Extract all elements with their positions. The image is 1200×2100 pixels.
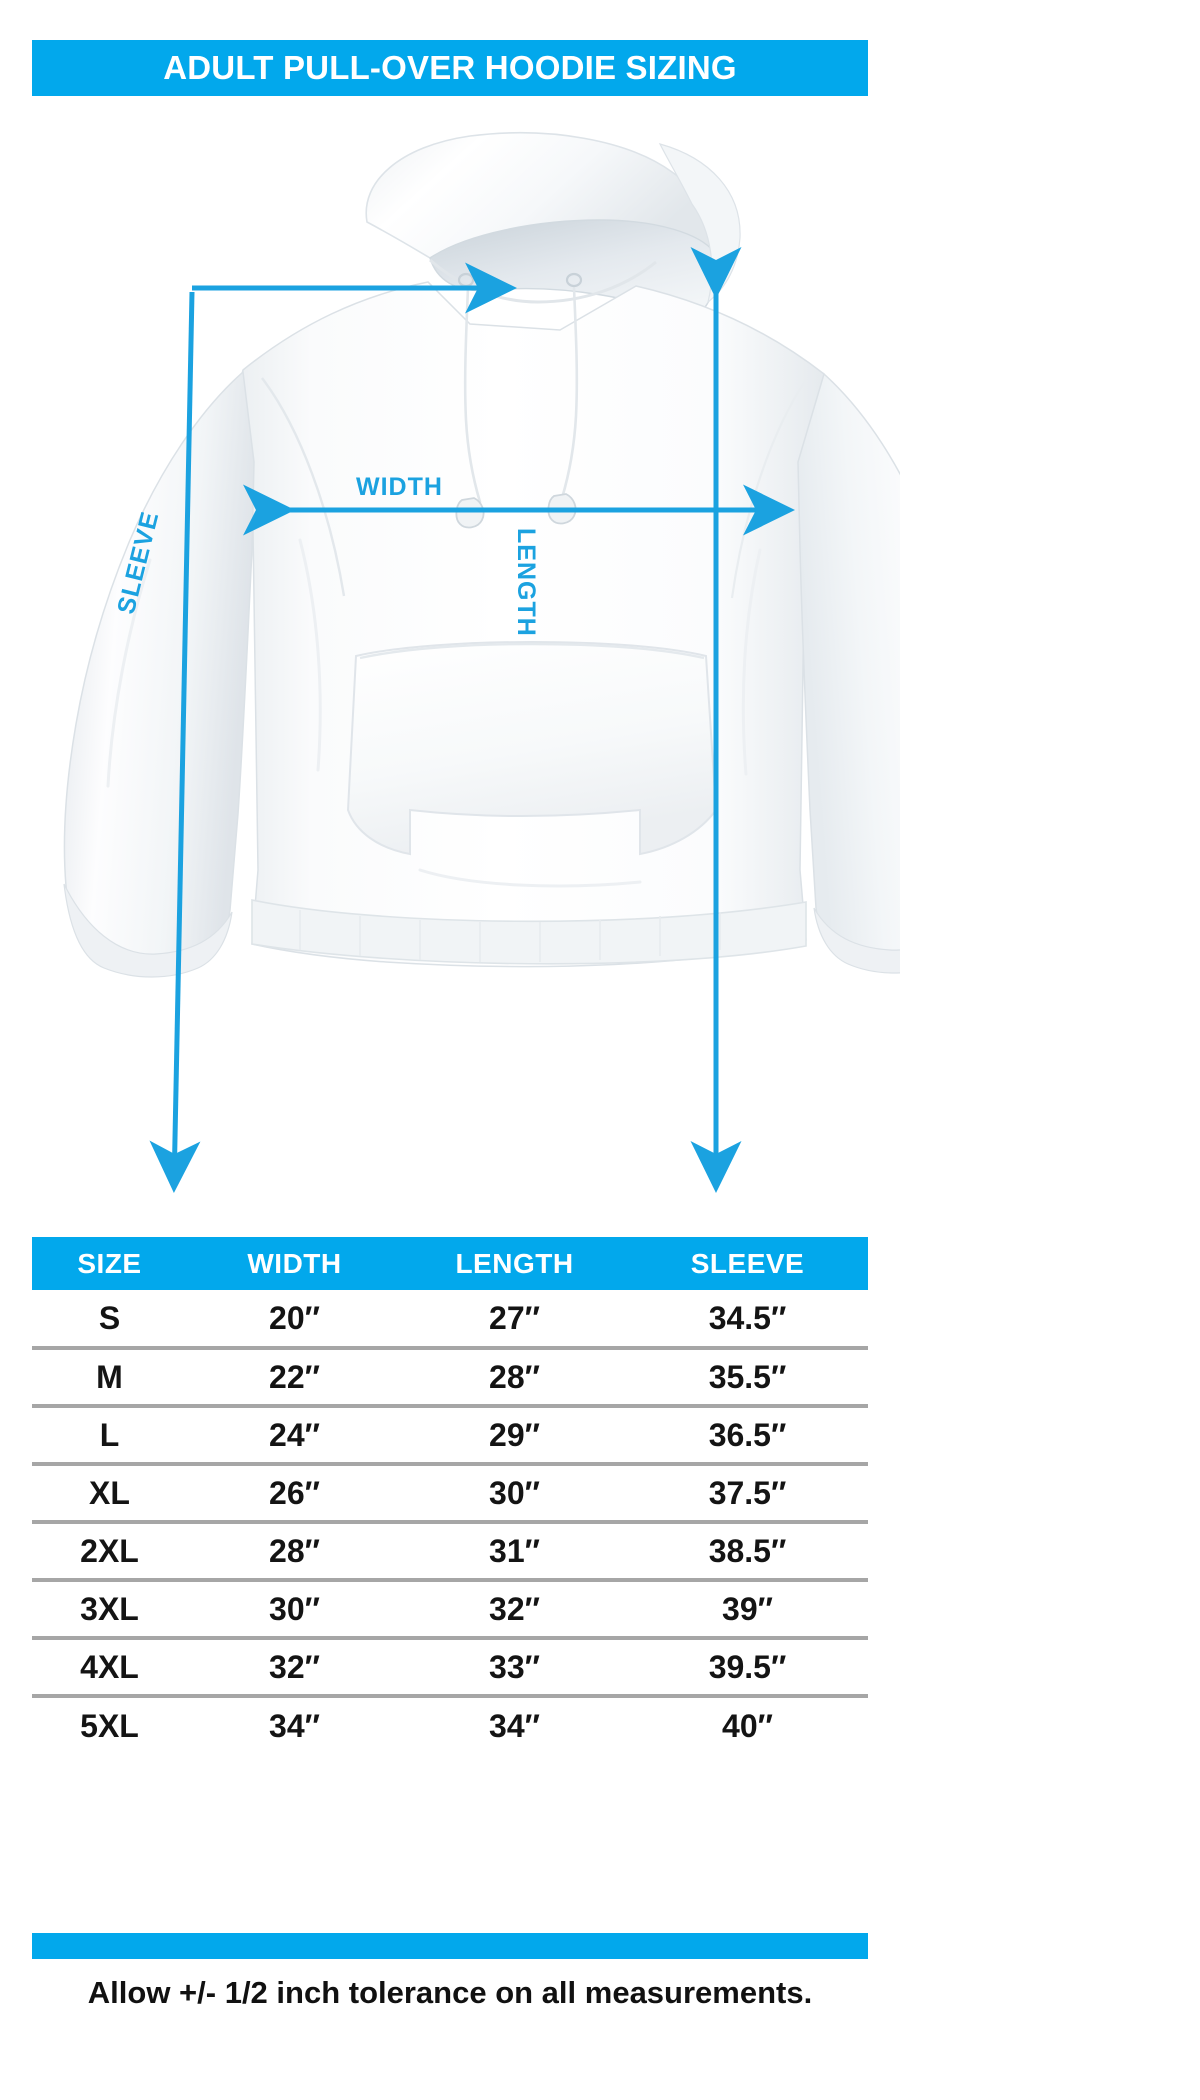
column-header-size: SIZE xyxy=(32,1237,187,1290)
table-row: M 22″ 28″ 35.5″ xyxy=(32,1348,868,1408)
table-body: S 20″ 27″ 34.5″ M 22″ 28″ 35.5″ L 24″ 29… xyxy=(32,1290,868,1754)
cell-sleeve: 38.5″ xyxy=(627,1522,868,1582)
cell-sleeve: 37.5″ xyxy=(627,1464,868,1524)
cell-size: 2XL xyxy=(32,1522,187,1582)
table-row: S 20″ 27″ 34.5″ xyxy=(32,1290,868,1350)
cell-sleeve: 35.5″ xyxy=(627,1348,868,1408)
width-label: WIDTH xyxy=(356,473,443,501)
cell-width: 30″ xyxy=(187,1580,402,1640)
cell-length: 34″ xyxy=(489,1707,540,1744)
cell-length: 33″ xyxy=(402,1638,627,1698)
length-label: LENGTH xyxy=(512,528,540,637)
cell-width: 20″ xyxy=(187,1290,402,1350)
table-row: 4XL 32″ 33″ 39.5″ xyxy=(32,1638,868,1698)
cell-size: L xyxy=(32,1406,187,1466)
chart-title-bar: ADULT PULL-OVER HOODIE SIZING xyxy=(32,40,868,96)
hoodie-body-group xyxy=(63,132,900,978)
size-table-wrapper: SIZE WIDTH LENGTH SLEEVE S 20″ 27″ 34.5″… xyxy=(32,1237,868,1754)
table-row: XL 26″ 30″ 37.5″ xyxy=(32,1464,868,1524)
hoodie-illustration-svg xyxy=(63,132,900,1194)
cell-length: 30″ xyxy=(402,1464,627,1524)
hoodie-diagram: WIDTH LENGTH SLEEVE xyxy=(0,110,900,1220)
cell-width: 32″ xyxy=(187,1638,402,1698)
cell-size: 3XL xyxy=(32,1580,187,1640)
cell-size: 5XL xyxy=(80,1707,139,1744)
cell-width: 24″ xyxy=(187,1406,402,1466)
cell-size: XL xyxy=(32,1464,187,1524)
cell-sleeve: 39″ xyxy=(627,1580,868,1640)
column-header-sleeve: SLEEVE xyxy=(627,1237,868,1290)
table-header-row: SIZE WIDTH LENGTH SLEEVE xyxy=(32,1237,868,1290)
cell-width: 28″ xyxy=(187,1522,402,1582)
cell-width: 34″ xyxy=(269,1707,320,1744)
table-row: L 24″ 29″ 36.5″ xyxy=(32,1406,868,1466)
cell-size: 4XL xyxy=(32,1638,187,1698)
table-row: 5XL 34″ 34″ 40″ xyxy=(32,1696,868,1754)
cell-sleeve: 34.5″ xyxy=(627,1290,868,1350)
cell-sleeve: 39.5″ xyxy=(627,1638,868,1698)
cell-sleeve: 36.5″ xyxy=(627,1406,868,1466)
column-header-width: WIDTH xyxy=(187,1237,402,1290)
cell-length: 32″ xyxy=(402,1580,627,1640)
table-head: SIZE WIDTH LENGTH SLEEVE xyxy=(32,1237,868,1290)
table-row: 3XL 30″ 32″ 39″ xyxy=(32,1580,868,1640)
cell-length: 28″ xyxy=(402,1348,627,1408)
cell-width: 22″ xyxy=(187,1348,402,1408)
page-title: ADULT PULL-OVER HOODIE SIZING xyxy=(163,49,737,86)
cell-sleeve: 40″ xyxy=(722,1707,773,1744)
column-header-length: LENGTH xyxy=(402,1237,627,1290)
tolerance-note: Allow +/- 1/2 inch tolerance on all meas… xyxy=(87,1975,813,2010)
cell-length: 31″ xyxy=(402,1522,627,1582)
cell-width: 26″ xyxy=(187,1464,402,1524)
table-row: 2XL 28″ 31″ 38.5″ xyxy=(32,1522,868,1582)
measurement-arrows-group xyxy=(149,247,796,1194)
cell-length: 27″ xyxy=(402,1290,627,1350)
cell-size: M xyxy=(32,1348,187,1408)
bottom-accent-bar xyxy=(32,1933,868,1959)
sleeve-arrow-diagonal xyxy=(149,291,201,1193)
cell-length: 29″ xyxy=(402,1406,627,1466)
cell-size: S xyxy=(32,1290,187,1350)
size-table: SIZE WIDTH LENGTH SLEEVE S 20″ 27″ 34.5″… xyxy=(32,1237,868,1754)
